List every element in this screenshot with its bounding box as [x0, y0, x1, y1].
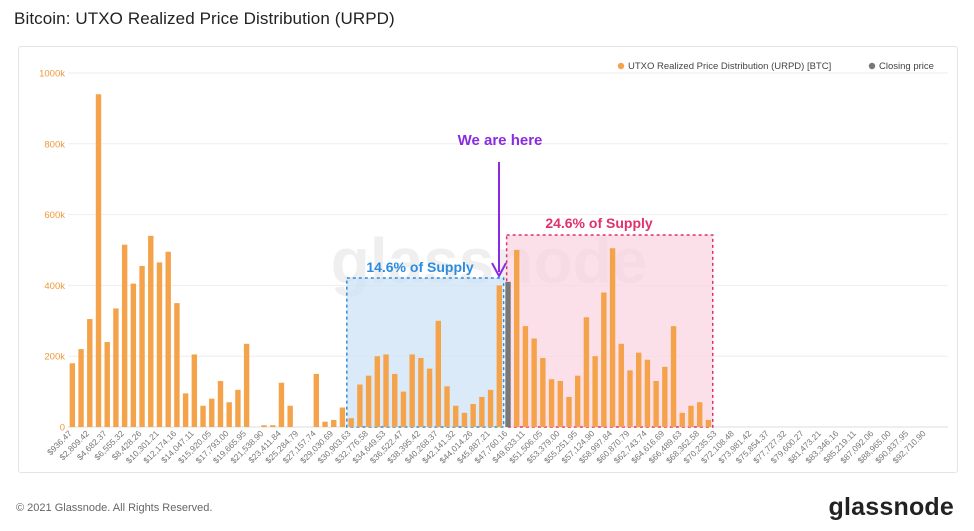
- urpd-bar: [313, 373, 320, 427]
- urpd-bar: [113, 308, 119, 427]
- urpd-bar: [104, 342, 110, 427]
- urpd-bar: [609, 248, 616, 427]
- legend-label-closing: Closing price: [879, 61, 934, 72]
- urpd-bar: [226, 402, 232, 427]
- urpd-bar: [470, 403, 476, 427]
- urpd-bar: [87, 319, 93, 427]
- urpd-bar: [69, 363, 76, 427]
- urpd-bar: [548, 379, 555, 427]
- urpd-bar: [601, 292, 607, 427]
- urpd-bar: [670, 326, 677, 427]
- urpd-bar: [496, 285, 502, 427]
- urpd-bar: [148, 235, 154, 427]
- right-supply-label: 24.6% of Supply: [545, 215, 653, 231]
- urpd-bar: [191, 354, 198, 427]
- chart-title: Bitcoin: UTXO Realized Price Distributio…: [14, 9, 395, 28]
- urpd-bar: [392, 373, 398, 427]
- urpd-bar: [270, 425, 276, 427]
- urpd-bar: [705, 419, 712, 427]
- urpd-bar: [278, 382, 285, 427]
- x-axis-ticks: $936.47$2,809.42$4,682.37$6,555.32$8,428…: [45, 428, 928, 465]
- urpd-bar: [453, 405, 459, 427]
- closing-price-bar: [505, 281, 511, 427]
- urpd-bar: [261, 425, 267, 427]
- urpd-bar: [200, 405, 206, 427]
- urpd-bar: [374, 356, 381, 427]
- legend-swatch-closing: [868, 62, 876, 70]
- left-supply-label: 14.6% of Supply: [366, 259, 474, 275]
- urpd-bar: [540, 357, 546, 427]
- urpd-bar: [418, 357, 424, 427]
- urpd-bar: [156, 262, 163, 427]
- urpd-bar: [121, 244, 128, 427]
- legend: UTXO Realized Price Distribution (URPD) …: [617, 61, 934, 72]
- urpd-bar: [357, 384, 363, 427]
- urpd-bar: [531, 338, 537, 427]
- urpd-bar: [618, 343, 624, 427]
- urpd-bar: [348, 418, 354, 427]
- y-tick-label: 400k: [44, 281, 65, 292]
- legend-label-urpd: UTXO Realized Price Distribution (URPD) …: [628, 61, 831, 72]
- urpd-bar: [235, 389, 241, 427]
- right-supply-box: [505, 234, 714, 428]
- y-tick-label: 800k: [44, 139, 65, 150]
- urpd-bar: [627, 370, 633, 427]
- urpd-bar: [409, 354, 415, 427]
- urpd-bar: [365, 375, 372, 427]
- legend-swatch-urpd: [617, 62, 625, 70]
- urpd-bar: [339, 407, 346, 427]
- urpd-bar: [174, 303, 180, 427]
- urpd-bar: [287, 405, 293, 427]
- urpd-bar: [479, 396, 485, 427]
- urpd-bar: [575, 375, 581, 427]
- urpd-bar: [165, 251, 171, 427]
- urpd-bar: [592, 356, 598, 427]
- urpd-bar: [583, 317, 590, 427]
- urpd-bar: [331, 419, 337, 427]
- urpd-bar: [522, 326, 529, 427]
- urpd-bar: [243, 343, 250, 427]
- urpd-bar: [435, 320, 441, 427]
- urpd-bar: [696, 402, 703, 427]
- urpd-bar: [679, 412, 685, 427]
- y-tick-label: 600k: [44, 210, 65, 221]
- urpd-bar: [566, 396, 572, 427]
- urpd-bar: [400, 391, 407, 427]
- urpd-bar: [78, 349, 84, 427]
- urpd-bar: [139, 265, 145, 427]
- urpd-bar: [130, 283, 137, 427]
- urpd-bar: [653, 380, 659, 427]
- y-tick-label: 0: [60, 423, 65, 434]
- urpd-bar: [209, 398, 215, 427]
- supply-regions: [346, 234, 714, 428]
- urpd-bar: [461, 412, 468, 427]
- annotations: We are here 14.6% of Supply 24.6% of Suppl…: [366, 132, 653, 279]
- urpd-bar: [444, 386, 450, 427]
- urpd-bar: [426, 368, 433, 427]
- y-axis-ticks: 0 200k 400k 600k 800k 1000k: [39, 69, 65, 434]
- urpd-bar: [514, 250, 520, 427]
- y-tick-label: 200k: [44, 352, 65, 363]
- urpd-bar: [662, 366, 668, 427]
- arrow-head: [491, 262, 507, 279]
- urpd-bar: [95, 94, 102, 428]
- bars: [69, 94, 712, 428]
- left-supply-box: [346, 277, 505, 428]
- copyright: © 2021 Glassnode. All Rights Reserved.: [16, 502, 213, 514]
- y-tick-label: 1000k: [39, 69, 65, 80]
- urpd-bar: [688, 405, 694, 427]
- we-are-here-label: We are here: [458, 132, 543, 149]
- urpd-bar: [383, 354, 389, 427]
- urpd-bar: [635, 352, 642, 427]
- urpd-bar: [322, 421, 328, 427]
- urpd-bar: [644, 359, 651, 427]
- glassnode-logo: glassnode: [828, 493, 954, 521]
- urpd-bar: [182, 393, 189, 427]
- urpd-bar: [217, 380, 224, 427]
- urpd-bar: [487, 389, 494, 427]
- urpd-bar: [557, 380, 563, 427]
